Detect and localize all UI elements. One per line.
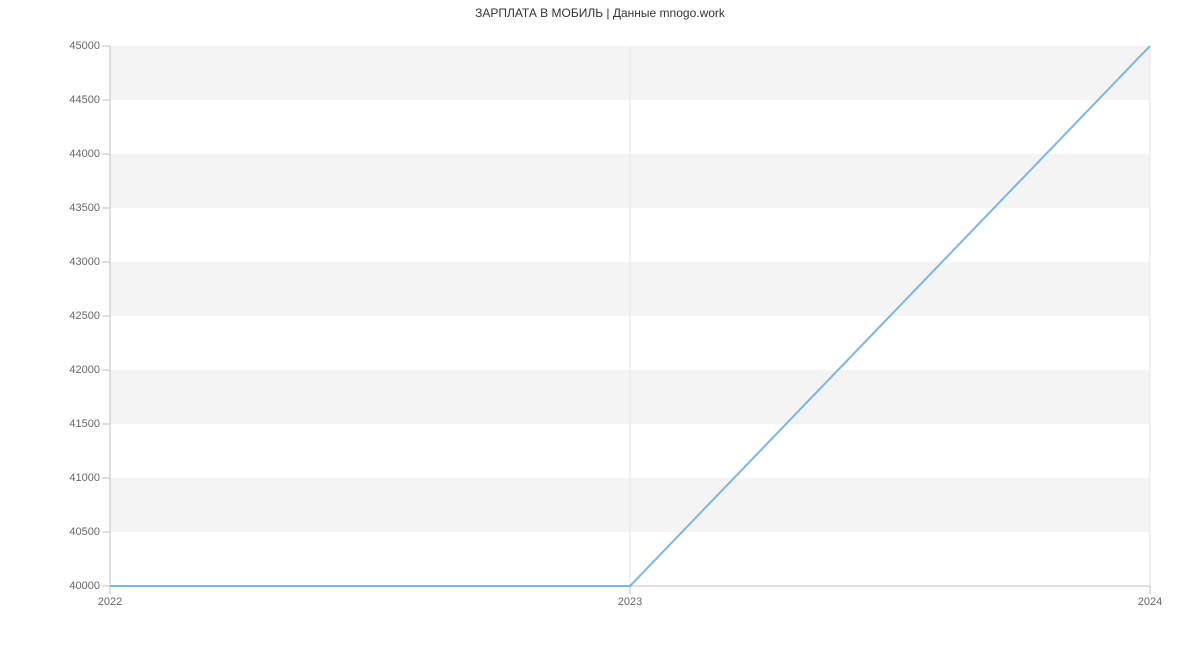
x-tick-label: 2024 xyxy=(1120,596,1180,608)
x-tick-label: 2022 xyxy=(80,596,140,608)
y-tick-label: 44500 xyxy=(40,94,100,106)
y-tick-label: 43500 xyxy=(40,202,100,214)
y-tick-label: 42000 xyxy=(40,364,100,376)
plot-area: 4000040500410004150042000425004300043500… xyxy=(110,46,1150,586)
x-tick-label: 2023 xyxy=(600,596,660,608)
y-tick-label: 42500 xyxy=(40,310,100,322)
chart-title: ЗАРПЛАТА В МОБИЛЬ | Данные mnogo.work xyxy=(0,6,1200,20)
y-tick-label: 41000 xyxy=(40,472,100,484)
y-tick-label: 45000 xyxy=(40,40,100,52)
y-tick-label: 40500 xyxy=(40,526,100,538)
y-tick-label: 40000 xyxy=(40,580,100,592)
y-tick-label: 41500 xyxy=(40,418,100,430)
y-tick-label: 44000 xyxy=(40,148,100,160)
chart-container: ЗАРПЛАТА В МОБИЛЬ | Данные mnogo.work 40… xyxy=(0,0,1200,650)
y-tick-label: 43000 xyxy=(40,256,100,268)
